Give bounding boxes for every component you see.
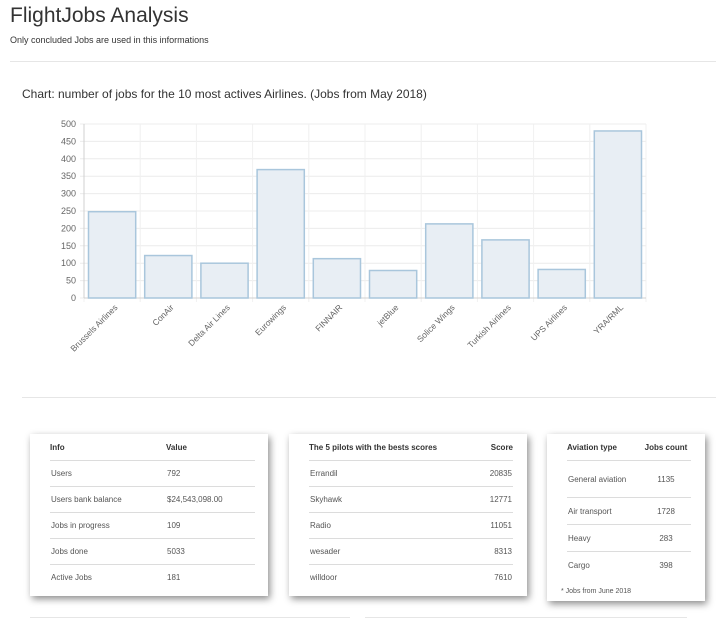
info-card: Info Value Users 792 Users bank balance $24… (30, 434, 268, 596)
x-tick-label: Eurowings (253, 302, 288, 337)
row-label: Air transport (567, 497, 641, 525)
page-title: FlightJobs Analysis (10, 4, 189, 27)
row-value: 1135 (641, 460, 691, 498)
pilots-card: The 5 pilots with the bests scores Score… (289, 434, 527, 596)
table-row: Users bank balance $24,543,098.00 (50, 486, 255, 513)
table-row: Users 792 (50, 460, 255, 487)
y-tick-label: 100 (61, 258, 76, 268)
table-header-row: The 5 pilots with the bests scores Score (309, 434, 513, 461)
bar-turkish-airlines (481, 239, 530, 299)
x-tick-label: FINNAIR (313, 302, 344, 333)
row-value: $24,543,098.00 (166, 486, 255, 513)
table-row: Heavy 283 (567, 524, 691, 552)
y-tick-label: 0 (71, 293, 76, 303)
bar-conair (143, 254, 193, 299)
column-header: Aviation type (567, 442, 617, 452)
row-value: 1728 (641, 497, 691, 525)
table-row: General aviation 1135 (567, 460, 691, 498)
y-tick-label: 200 (61, 223, 76, 233)
x-tick-label: UPS Airlines (529, 302, 569, 342)
column-header: Info (50, 442, 65, 452)
column-header: The 5 pilots with the bests scores (309, 442, 438, 452)
table-row: Jobs done 5033 (50, 538, 255, 565)
x-tick-label: Brussels Airlines (68, 302, 119, 353)
row-label: Heavy (567, 524, 641, 552)
y-tick-label: 50 (66, 276, 76, 286)
row-value: 181 (166, 564, 255, 590)
y-tick-label: 300 (61, 189, 76, 199)
row-label: Users bank balance (50, 486, 166, 513)
x-tick-label: ConAir (150, 302, 176, 328)
aviation-card: Aviation type Jobs count General aviatio… (547, 434, 705, 601)
table-row: Cargo 398 (567, 551, 691, 578)
bar-solice-wings (424, 223, 474, 299)
bar-eurowings (256, 168, 306, 299)
row-label: Radio (309, 512, 463, 539)
y-tick-label: 150 (61, 241, 76, 251)
x-tick-label: jetBlue (374, 302, 400, 328)
row-value: 792 (166, 460, 255, 487)
row-label: wesader (309, 538, 463, 565)
y-tick-label: 350 (61, 171, 76, 181)
page-subtitle: Only concluded Jobs are used in this inf… (10, 35, 209, 45)
table-header-row: Info Value (50, 434, 255, 461)
row-value: 109 (166, 512, 255, 539)
table-row: willdoor 7610 (309, 564, 513, 590)
row-value: 7610 (463, 564, 513, 590)
column-header: Score (490, 442, 513, 452)
divider (365, 617, 687, 618)
y-tick-label: 450 (61, 136, 76, 146)
column-header: Value (166, 442, 187, 452)
y-tick-label: 500 (61, 119, 76, 129)
y-tick-label: 400 (61, 154, 76, 164)
column-header: Jobs count (644, 442, 688, 452)
row-label: Active Jobs (50, 564, 166, 590)
table-row: wesader 8313 (309, 538, 513, 565)
chart-title: Chart: number of jobs for the 10 most ac… (22, 87, 427, 101)
table-row: Jobs in progress 109 (50, 512, 255, 539)
bar-delta-air-lines (200, 262, 249, 299)
bar-brussels-airlines (87, 210, 137, 299)
row-value: 398 (641, 551, 691, 578)
x-tick-label: Delta Air Lines (186, 302, 232, 348)
table-header-row: Aviation type Jobs count (567, 434, 691, 461)
bar-yra-rml (593, 130, 643, 299)
bar-finnair (312, 257, 362, 299)
y-tick-label: 250 (61, 206, 76, 216)
row-value: 12771 (463, 486, 513, 513)
table-row: Errandil 20835 (309, 460, 513, 487)
row-label: Jobs done (50, 538, 166, 565)
row-value: 5033 (166, 538, 255, 565)
row-value: 11051 (463, 512, 513, 539)
table-row: Active Jobs 181 (50, 564, 255, 590)
bar-jetblue (368, 269, 418, 299)
row-value: 283 (641, 524, 691, 552)
row-value: 8313 (463, 538, 513, 565)
divider (10, 61, 716, 62)
divider (22, 397, 716, 398)
table-row: Skyhawk 12771 (309, 486, 513, 513)
row-label: Errandil (309, 460, 463, 487)
row-label: willdoor (309, 564, 463, 590)
x-tick-label: YRA/RML (592, 302, 626, 336)
row-label: Users (50, 460, 166, 487)
bar-ups-airlines (537, 268, 587, 299)
x-tick-label: Solice Wings (415, 302, 457, 344)
row-label: Skyhawk (309, 486, 463, 513)
x-tick-label: Turkish Airlines (465, 302, 513, 350)
table-row: Radio 11051 (309, 512, 513, 539)
row-label: Cargo (567, 551, 641, 578)
airlines-bar-chart: 0 50 100 150 200 250 300 350 400 450 500 Brussels A… (61, 119, 647, 354)
row-label: General aviation (567, 460, 641, 498)
divider (30, 617, 350, 618)
table-row: Air transport 1728 (567, 497, 691, 525)
row-value: 20835 (463, 460, 513, 487)
footnote: * Jobs from June 2018 (561, 588, 632, 595)
row-label: Jobs in progress (50, 512, 166, 539)
